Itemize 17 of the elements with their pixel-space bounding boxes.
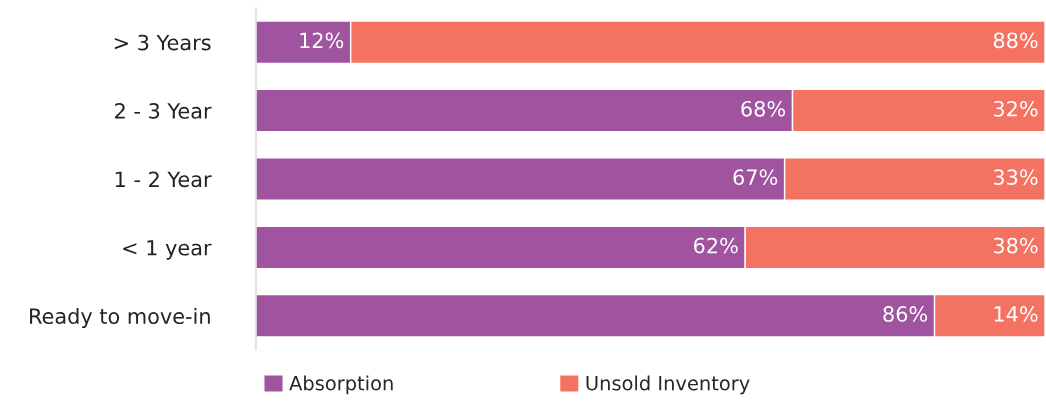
data-label: 38% — [993, 237, 1038, 254]
data-label: 12% — [300, 32, 344, 49]
y-tick-label: Ready to move-in — [30, 307, 210, 329]
y-tick-label: > 3 Years — [114, 34, 211, 51]
data-label: 32% — [993, 100, 1038, 117]
legend-label: Unsold Inventory — [586, 375, 750, 395]
data-label: 68% — [741, 100, 786, 117]
y-tick-label: 2 - 3 Year — [115, 103, 212, 119]
data-label: 14% — [994, 306, 1038, 322]
data-label: 67% — [733, 169, 778, 186]
data-label: 86% — [883, 306, 928, 322]
data-label: 88% — [993, 32, 1038, 49]
data-label: 33% — [993, 169, 1038, 186]
legend-label: Absorption — [289, 375, 393, 395]
data-label: 62% — [694, 237, 738, 254]
y-tick-label: < 1 year — [123, 240, 212, 260]
y-tick-label: 1 - 2 Year — [115, 171, 212, 188]
